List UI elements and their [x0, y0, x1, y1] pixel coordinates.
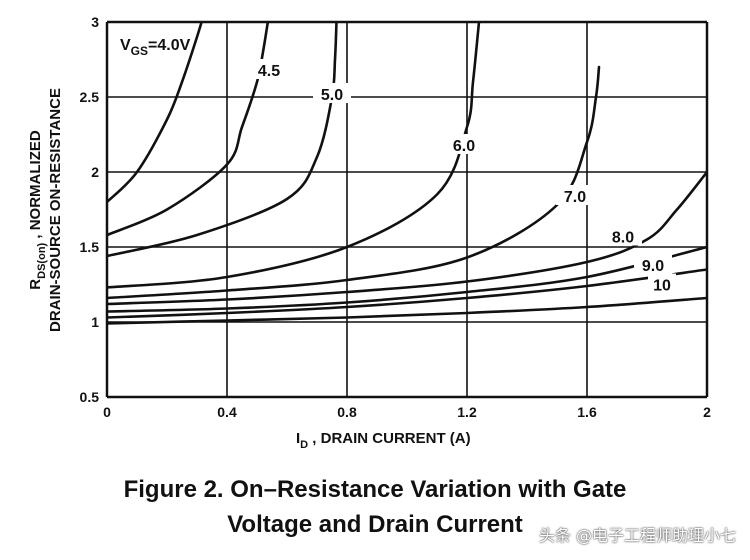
curve-label-bg	[313, 83, 351, 103]
curve-label-bg	[445, 134, 483, 154]
figure-caption-line-1: Figure 2. On–Resistance Variation with G…	[123, 476, 627, 503]
series-line-9-0	[107, 245, 707, 313]
x-tick-label: 1.2	[457, 404, 477, 420]
y-tick-label: 3	[91, 14, 99, 30]
y-axis-title: RDS(on) , NORMALIZED DRAIN-SOURCE ON-RES…	[27, 88, 64, 332]
curve-label-bg	[634, 254, 672, 274]
watermark: 头条 @电子工程师助理小七	[538, 526, 736, 545]
y-tick-label: 0.5	[80, 389, 100, 405]
curve-label-bg	[604, 225, 642, 246]
figure-caption-line-2: Voltage and Drain Current	[227, 511, 523, 538]
chart-svg: 4.5 5.0 6.0 7.0 8.0 9.0 10 0 0.4 0.8 1.2 1.6 2 0.5 1 1…	[27, 14, 712, 451]
curve-label: 8.0	[612, 230, 634, 247]
y-axis-title-line-2: DRAIN-SOURCE ON-RESISTANCE	[47, 88, 64, 332]
series-line-5-0	[107, 22, 338, 258]
curve-label: 5.0	[321, 87, 343, 104]
curve-label-bg	[556, 185, 594, 205]
series-line-10	[107, 268, 707, 319]
curve-label-bg	[250, 59, 288, 79]
series-line-8-0	[107, 170, 707, 306]
y-tick-label: 1.5	[80, 239, 100, 255]
series-lines	[107, 22, 707, 325]
y-tick-label: 1	[91, 314, 99, 330]
x-tick-label: 2	[703, 404, 711, 420]
x-tick-label: 1.6	[577, 404, 597, 420]
series-line-4-5	[107, 22, 270, 237]
curve-label: 7.0	[564, 189, 586, 206]
curve-label: 6.0	[453, 138, 475, 155]
y-tick-label: 2	[91, 164, 99, 180]
series-line-7-0	[107, 65, 601, 300]
legend-title: VGS=4.0V	[120, 37, 191, 58]
y-axis-title-line-1: RDS(on) , NORMALIZED	[27, 130, 48, 290]
curve-label: 10	[653, 278, 671, 295]
x-tick-label: 0.4	[217, 404, 237, 420]
y-tick-label: 2.5	[80, 89, 100, 105]
x-axis-title: ID , DRAIN CURRENT (A)	[296, 430, 471, 451]
curve-label-bg	[648, 273, 676, 294]
grid	[105, 20, 709, 399]
series-line-4-0	[107, 22, 203, 204]
curve-label: 9.0	[642, 258, 664, 275]
curve-label: 4.5	[258, 63, 280, 80]
series-line-unlabeled-8	[107, 296, 707, 325]
tick-labels: 0 0.4 0.8 1.2 1.6 2 0.5 1 1.5 2 2.5 3	[80, 14, 712, 420]
x-tick-label: 0.8	[337, 404, 357, 420]
x-tick-label: 0	[103, 404, 111, 420]
chart: 4.5 5.0 6.0 7.0 8.0 9.0 10 0 0.4 0.8 1.2 1.6 2 0.5 1 1…	[27, 14, 712, 451]
curve-labels: 4.5 5.0 6.0 7.0 8.0 9.0 10	[250, 59, 676, 295]
series-line-6-0	[107, 22, 481, 289]
